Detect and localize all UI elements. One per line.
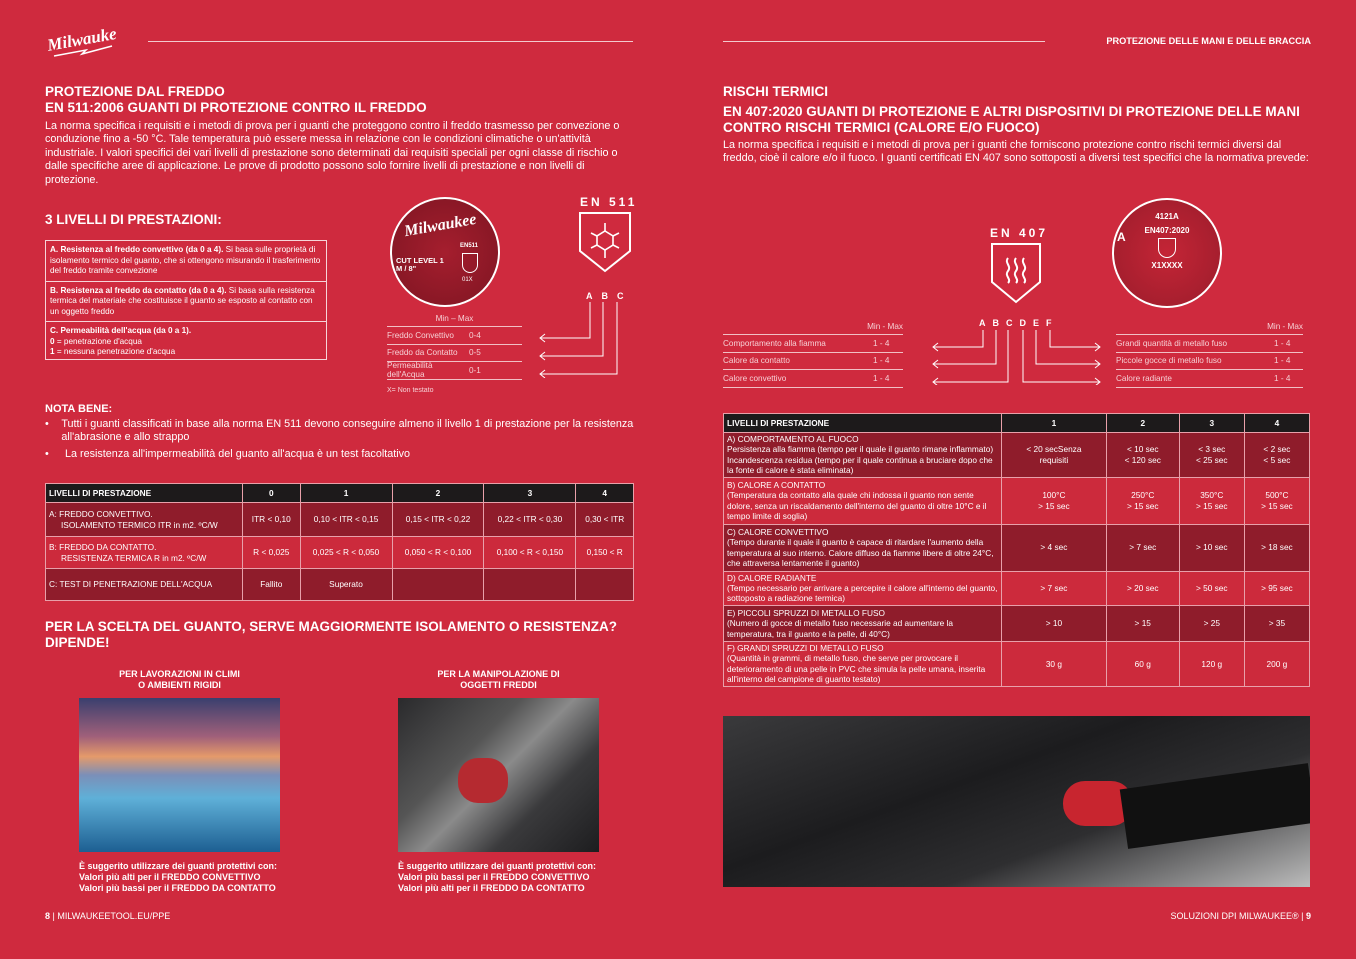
en511-label: EN 511: [580, 195, 638, 209]
en407-minmax-right: Min - Max Grandi quantità di metallo fus…: [1116, 322, 1303, 388]
table-cell: > 18 sec: [1243, 523, 1311, 572]
table-cell: 200 g: [1243, 640, 1311, 687]
en407-label-badge: 4121A EN407:2020 X1XXXX A: [1112, 198, 1222, 308]
table-cell: 250°C > 15 sec: [1105, 476, 1180, 525]
page-title: PROTEZIONE DAL FREDDO EN 511:2006 GUANTI…: [45, 84, 645, 116]
table-cell: < 2 sec < 5 sec: [1243, 432, 1311, 478]
level-b: B. Resistenza al freddo da contatto (da …: [46, 282, 326, 322]
levels-title: 3 LIVELLI DI PRESTAZIONI:: [45, 212, 222, 227]
table-cell: > 35: [1243, 604, 1311, 642]
en407-table: LIVELLI DI PRESTAZIONE 1 2 3 4 A) COMPORTAME…: [723, 413, 1311, 687]
note-section: NOTA BENE: • Tutti i guanti classificati …: [45, 403, 634, 460]
table-cell: > 25: [1178, 604, 1245, 642]
glove-metal-photo: [398, 698, 599, 852]
en407-connector-arrows: [932, 330, 1101, 385]
tool-case-glove-photo: [723, 716, 1310, 887]
table-row: C) CALORE CONVETTIVO (Tempo durante il qu…: [723, 523, 1311, 572]
table-cell: 30 g: [1001, 640, 1107, 687]
table-cell: 60 g: [1105, 640, 1180, 687]
level-c: C. Permeabilità dell'acqua (da 0 a 1). 0 …: [50, 326, 192, 356]
intro-text: La norma specifica i requisiti e i metod…: [45, 120, 620, 186]
table-row: B) CALORE A CONTATTO (Temperatura da cont…: [723, 476, 1311, 525]
table-cell: 120 g: [1178, 640, 1245, 687]
table-cell: > 10: [1001, 604, 1107, 642]
en407-minmax-left: Min - Max Comportamento alla fiamma 1 - 4…: [723, 322, 903, 388]
table-cell: 350°C > 15 sec: [1178, 476, 1245, 525]
question-heading: PER LA SCELTA DEL GUANTO, SERVE MAGGIORM…: [45, 619, 618, 650]
section-header: PROTEZIONE DELLE MANI E DELLE BRACCIA: [1106, 36, 1311, 46]
en511-table: LIVELLI DI PRESTAZIONE 0 1 2 3 4 A: FREDDO CO…: [45, 483, 634, 601]
table-row: D) CALORE RADIANTE (Tempo necessario per …: [723, 570, 1311, 606]
table-cell: > 7 sec: [1105, 523, 1180, 572]
table-cell: > 4 sec: [1001, 523, 1107, 572]
table-cell: < 10 sec < 120 sec: [1105, 432, 1180, 478]
milwaukee-logo: Milwaukee: [45, 23, 126, 65]
header-rule: [148, 41, 633, 42]
case-1-suggestion: È suggerito utilizzare dei guanti protet…: [79, 861, 278, 893]
table-cell: 100°C > 15 sec: [1001, 476, 1107, 525]
table-cell: < 3 sec < 25 sec: [1178, 432, 1245, 478]
heat-shield-icon: [991, 243, 1041, 304]
table-cell: > 10 sec: [1178, 523, 1245, 572]
case-2-suggestion: È suggerito utilizzare dei guanti protet…: [398, 861, 597, 893]
table-cell: 500°C > 15 sec: [1243, 476, 1311, 525]
table-cell: > 95 sec: [1243, 570, 1311, 606]
table-cell: > 20 sec: [1105, 570, 1180, 606]
en407-label: EN 407: [990, 226, 1049, 240]
level-a: A. Resistenza al freddo convettivo (da 0…: [46, 241, 326, 282]
table-cell: > 7 sec: [1001, 570, 1107, 606]
title-line-2: EN 511:2006 GUANTI DI PROTEZIONE CONTRO …: [45, 100, 427, 115]
case-2-caption: PER LA MANIPOLAZIONE DI OGGETTI FREDDI: [437, 669, 560, 690]
snowflake-shield-icon: [579, 212, 631, 273]
table-cell: > 50 sec: [1178, 570, 1245, 606]
table-cell: > 15: [1105, 604, 1180, 642]
table-cell: < 20 secSenza requisiti: [1001, 432, 1107, 478]
table-row: F) GRANDI SPRUZZI DI METALLO FUSO (Quanti…: [723, 640, 1311, 687]
right-title-1: RISCHI TERMICI: [723, 84, 829, 99]
levels-box: A. Resistenza al freddo convettivo (da 0…: [45, 240, 327, 360]
left-footer: 8 | MILWAUKEETOOL.EU/PPE: [45, 911, 171, 921]
right-intro: La norma specifica i requisiti e i metod…: [723, 139, 1309, 165]
ice-sunset-photo: [79, 698, 280, 852]
table-row: A) COMPORTAMENTO AL FUOCO Persistenza all…: [723, 432, 1311, 478]
connector-arrows: [539, 302, 618, 378]
case-1-caption: PER LAVORAZIONI IN CLIMI O AMBIENTI RIGID…: [119, 669, 240, 690]
title-line-1: PROTEZIONE DAL FREDDO: [45, 84, 225, 99]
right-title-2: EN 407:2020 GUANTI DI PROTEZIONE E ALTRI…: [723, 104, 1300, 135]
header-rule-right: [723, 41, 1045, 42]
en511-minmax: Min – Max Freddo Convettivo 0-4 Freddo da…: [387, 314, 522, 394]
right-footer: SOLUZIONI DPI MILWAUKEE® | 9: [1170, 911, 1311, 921]
table-row: E) PICCOLI SPRUZZI DI METALLO FUSO (Numer…: [723, 604, 1311, 642]
